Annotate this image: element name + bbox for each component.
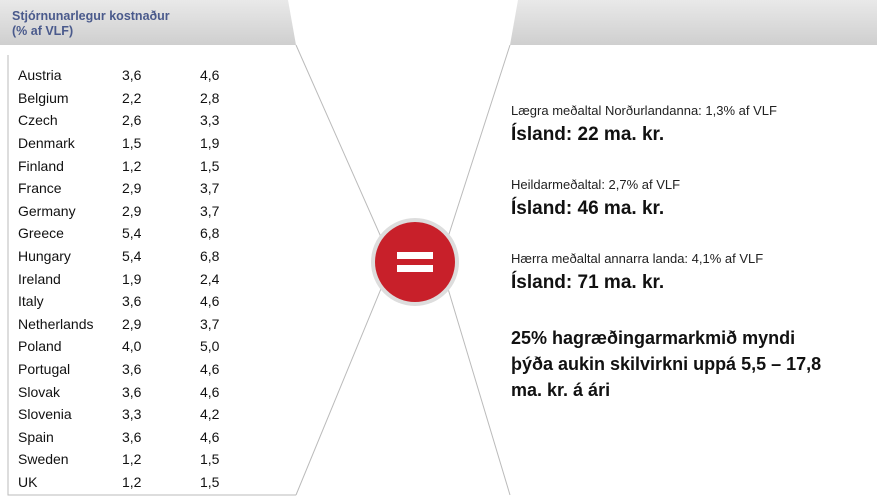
country: Czech	[18, 112, 58, 129]
conclusion-line: þýða aukin skilvirkni uppá 5,5 – 17,8	[511, 354, 822, 374]
value-cell: 4,6	[200, 428, 220, 445]
value-cell: 1,5	[200, 473, 220, 490]
country: Sweden	[18, 451, 69, 468]
value-cell: 3,6	[122, 361, 142, 378]
value-cell: 1,5	[122, 135, 142, 152]
iceland-result: Ísland: 22 ma. kr.	[511, 124, 665, 145]
table-row: UK 1,2 1,5	[16, 471, 276, 494]
table-row: Germany 2,9 3,7	[16, 200, 276, 223]
value-cell: 2,4	[200, 270, 220, 287]
table-row: Denmark 1,5 1,9	[16, 132, 276, 155]
average-label: Hærra meðaltal annarra landa: 4,1% af VL…	[511, 251, 764, 266]
table-row: France 2,9 3,7	[16, 177, 276, 200]
average-label: Lægra meðaltal Norðurlandanna: 1,3% af V…	[511, 103, 777, 118]
value-cell: 3,6	[122, 383, 142, 400]
right-panel: Lægra meðaltal Norðurlandanna: 1,3% af V…	[511, 103, 877, 403]
country: Greece	[18, 225, 64, 242]
value-cell: 3,7	[200, 180, 220, 197]
value-cell: 4,6	[200, 67, 220, 84]
average-label: Heildarmeðaltal: 2,7% af VLF	[511, 177, 681, 192]
table-row: Greece 5,4 6,8	[16, 222, 276, 245]
country: Finland	[18, 157, 64, 174]
table-row: Hungary 5,4 6,8	[16, 245, 276, 268]
country: Austria	[18, 67, 62, 84]
value-cell: 4,6	[200, 361, 220, 378]
equals-bar	[397, 252, 433, 259]
left-header: Stjórnunarlegur kostnaður (% af VLF)	[12, 9, 170, 39]
value-cell: 4,6	[200, 293, 220, 310]
table-row: Netherlands 2,9 3,7	[16, 313, 276, 336]
value-cell: 5,4	[122, 248, 142, 265]
country: Slovak	[18, 383, 61, 400]
value-cell: 2,8	[200, 89, 220, 106]
cost-table: Austria 3,6 4,6 Belgium 2,2 2,8 Czech 2,6 3,3 Den…	[16, 64, 276, 493]
value-cell: 3,7	[200, 315, 220, 332]
country: Germany	[18, 202, 76, 219]
table-row: Austria 3,6 4,6	[16, 64, 276, 87]
table-row: Portugal 3,6 4,6	[16, 358, 276, 381]
country: UK	[18, 473, 38, 490]
header-line: Stjórnunarlegur kostnaður	[12, 9, 170, 23]
conclusion: 25% hagræðingarmarkmið myndi þýða aukin s…	[511, 325, 877, 403]
left-header-band	[0, 0, 296, 45]
country: Ireland	[18, 270, 61, 287]
value-cell: 4,0	[122, 338, 142, 355]
value-cell: 2,2	[122, 89, 142, 106]
value-cell: 3,3	[200, 112, 220, 129]
header-line: (% af VLF)	[12, 24, 74, 38]
value-cell: 3,7	[200, 202, 220, 219]
table-row: Slovak 3,6 4,6	[16, 380, 276, 403]
country: Poland	[18, 338, 62, 355]
value-cell: 2,9	[122, 180, 142, 197]
value-cell: 2,6	[122, 112, 142, 129]
value-cell: 1,9	[122, 270, 142, 287]
value-cell: 1,5	[200, 451, 220, 468]
country: Slovenia	[18, 406, 72, 423]
right-header-band	[510, 0, 877, 45]
value-cell: 3,6	[122, 67, 142, 84]
table-row: Belgium 2,2 2,8	[16, 87, 276, 110]
country: Italy	[18, 293, 44, 310]
value-cell: 1,2	[122, 157, 142, 174]
table-row: Ireland 1,9 2,4	[16, 267, 276, 290]
conclusion-line: 25% hagræðingarmarkmið myndi	[511, 328, 796, 348]
table-row: Finland 1,2 1,5	[16, 154, 276, 177]
country: France	[18, 180, 62, 197]
table-row: Czech 2,6 3,3	[16, 109, 276, 132]
country: Portugal	[18, 361, 71, 378]
value-cell: 1,9	[200, 135, 220, 152]
equals-circle	[375, 222, 455, 302]
iceland-result: Ísland: 71 ma. kr.	[511, 272, 665, 293]
iceland-result: Ísland: 46 ma. kr.	[511, 198, 665, 219]
value-cell: 5,0	[200, 338, 220, 355]
value-cell: 3,6	[122, 428, 142, 445]
table-row: Poland 4,0 5,0	[16, 335, 276, 358]
country: Spain	[18, 428, 54, 445]
country: Hungary	[18, 248, 71, 265]
value-cell: 6,8	[200, 248, 220, 265]
value-cell: 3,3	[122, 406, 142, 423]
value-cell: 2,9	[122, 202, 142, 219]
conclusion-line: ma. kr. á ári	[511, 380, 611, 400]
country: Belgium	[18, 89, 69, 106]
value-cell: 1,5	[200, 157, 220, 174]
country: Netherlands	[18, 315, 94, 332]
equals-bar	[397, 265, 433, 272]
table-row: Slovenia 3,3 4,2	[16, 403, 276, 426]
value-cell: 5,4	[122, 225, 142, 242]
value-cell: 4,6	[200, 383, 220, 400]
value-cell: 6,8	[200, 225, 220, 242]
value-cell: 3,6	[122, 293, 142, 310]
value-cell: 4,2	[200, 406, 220, 423]
table-row: Sweden 1,2 1,5	[16, 448, 276, 471]
table-row: Italy 3,6 4,6	[16, 290, 276, 313]
value-cell: 1,2	[122, 451, 142, 468]
value-cell: 1,2	[122, 473, 142, 490]
table-row: Spain 3,6 4,6	[16, 426, 276, 449]
country: Denmark	[18, 135, 75, 152]
table-frame	[7, 55, 296, 496]
value-cell: 2,9	[122, 315, 142, 332]
